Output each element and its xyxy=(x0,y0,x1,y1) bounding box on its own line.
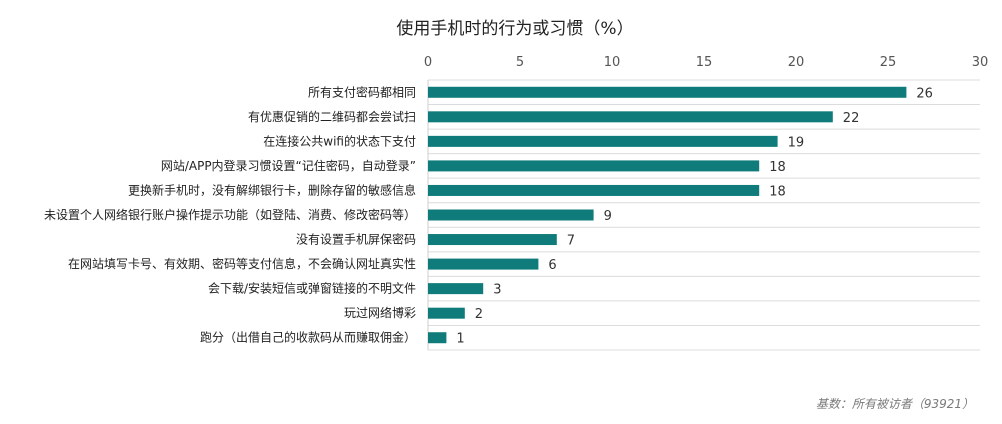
value-label: 6 xyxy=(548,258,556,273)
category-label: 在网站填写卡号、有效期、密码等支付信息，不会确认网址真实性 xyxy=(68,256,416,271)
category-label: 网站/APP内登录习惯设置“记住密码，自动登录” xyxy=(161,158,416,173)
bar xyxy=(428,332,447,344)
bar xyxy=(428,135,778,147)
value-label: 18 xyxy=(769,160,786,175)
bar xyxy=(428,307,465,319)
value-label: 22 xyxy=(843,111,860,126)
category-label: 在连接公共wifi的状态下支付 xyxy=(263,133,416,148)
value-label: 7 xyxy=(567,234,575,249)
value-label: 19 xyxy=(788,135,805,150)
x-axis-ticks: 0 5 10 15 20 25 30 xyxy=(424,55,988,70)
value-label: 3 xyxy=(493,283,501,298)
bar xyxy=(428,86,907,98)
value-label: 18 xyxy=(769,184,786,199)
x-tick-label: 25 xyxy=(880,55,897,70)
category-label: 未设置个人网络银行账户操作提示功能（如登陆、消费、修改密码等） xyxy=(44,207,416,222)
x-tick-label: 5 xyxy=(516,55,524,70)
category-label: 有优惠促销的二维码都会尝试扫 xyxy=(248,109,416,124)
category-label: 会下载/安装短信或弹窗链接的不明文件 xyxy=(208,281,416,296)
x-tick-label: 0 xyxy=(424,55,432,70)
bar xyxy=(428,160,760,172)
bar xyxy=(428,234,557,246)
x-tick-label: 15 xyxy=(696,55,713,70)
value-label: 2 xyxy=(475,307,483,322)
value-label: 26 xyxy=(916,86,933,101)
x-tick-label: 10 xyxy=(604,55,621,70)
category-label: 跑分（出借自己的收款码从而赚取佣金） xyxy=(200,330,416,345)
chart-title: 使用手机时的行为或习惯（%） xyxy=(396,18,633,39)
category-label: 更换新手机时，没有解绑银行卡，删除存留的敏感信息 xyxy=(128,182,416,197)
bar xyxy=(428,184,760,196)
category-label: 玩过网络博彩 xyxy=(344,305,416,320)
bar xyxy=(428,111,833,123)
bar xyxy=(428,209,594,221)
base-note: 基数：所有被访者（93921） xyxy=(815,397,974,411)
category-label: 没有设置手机屏保密码 xyxy=(296,232,416,247)
category-label: 所有支付密码都相同 xyxy=(308,84,416,99)
bar xyxy=(428,258,539,270)
value-label: 1 xyxy=(456,332,464,347)
x-tick-label: 20 xyxy=(788,55,805,70)
value-label: 9 xyxy=(604,209,612,224)
x-tick-label: 30 xyxy=(972,55,989,70)
bar xyxy=(428,283,484,295)
